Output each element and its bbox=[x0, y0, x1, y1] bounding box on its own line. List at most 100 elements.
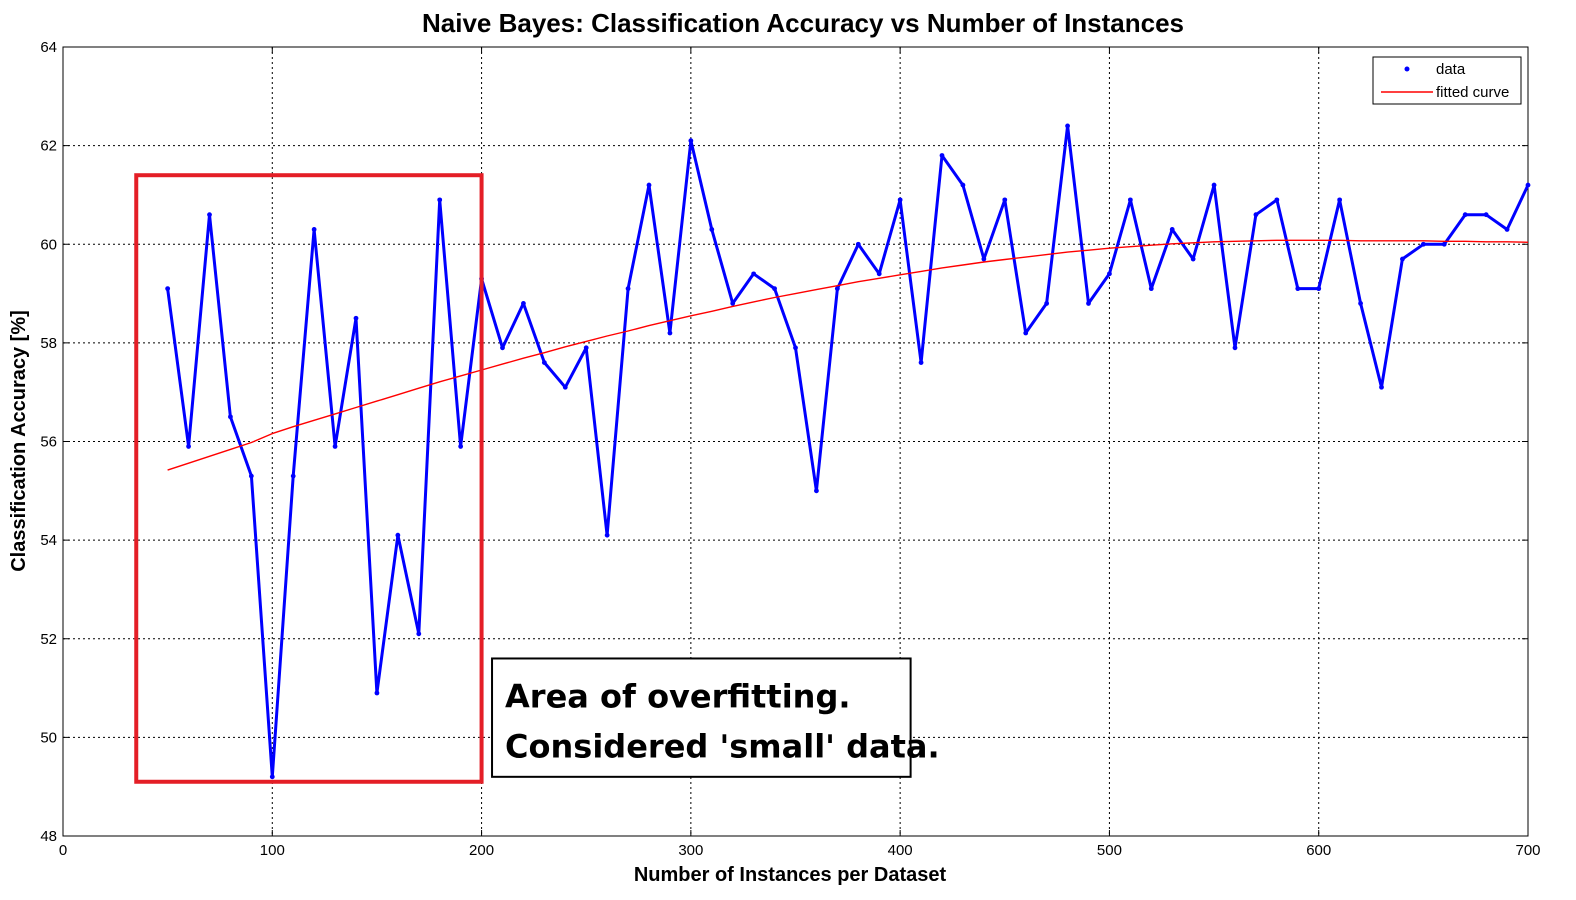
data-point bbox=[1232, 345, 1238, 351]
data-point bbox=[1420, 241, 1426, 247]
data-point bbox=[625, 286, 631, 292]
data-point bbox=[604, 532, 610, 538]
data-point bbox=[1107, 271, 1112, 277]
data-point bbox=[228, 414, 233, 420]
data-point bbox=[1127, 197, 1133, 203]
data-point bbox=[751, 271, 757, 277]
data-point bbox=[1253, 212, 1259, 218]
y-tick-label: 60 bbox=[40, 236, 57, 253]
y-tick-label: 52 bbox=[40, 631, 57, 648]
annotations: Area of overfitting. Considered 'small' d… bbox=[134, 173, 940, 784]
data-point bbox=[1525, 182, 1531, 188]
data-point bbox=[1358, 301, 1363, 306]
x-tick-label: 300 bbox=[678, 842, 703, 859]
data-point bbox=[207, 212, 212, 218]
data-point bbox=[1211, 182, 1217, 188]
data-point bbox=[1002, 197, 1008, 203]
data-point bbox=[918, 360, 924, 365]
data-point bbox=[939, 153, 945, 158]
data-point bbox=[186, 444, 191, 449]
data-point bbox=[1441, 241, 1447, 247]
data-point bbox=[562, 384, 568, 390]
x-tick-label: 400 bbox=[888, 842, 913, 859]
data-point bbox=[1169, 227, 1175, 232]
data-point bbox=[897, 197, 903, 203]
data-point bbox=[667, 330, 673, 336]
data-point bbox=[458, 444, 464, 449]
data-point bbox=[165, 286, 171, 292]
data-point bbox=[1379, 384, 1384, 390]
data-point bbox=[290, 473, 296, 479]
annotation-text-line: Considered 'small' data. bbox=[505, 727, 940, 765]
data-point bbox=[1023, 330, 1029, 336]
annotation-box bbox=[491, 657, 912, 778]
data-point bbox=[876, 271, 882, 277]
x-tick-label: 200 bbox=[469, 842, 494, 859]
data-series-line bbox=[166, 124, 1530, 779]
data-point bbox=[500, 345, 505, 351]
x-tick-label: 100 bbox=[260, 842, 285, 859]
data-point bbox=[981, 256, 987, 262]
legend-data-label: data bbox=[1436, 61, 1466, 78]
data-point bbox=[416, 631, 422, 637]
data-point bbox=[1044, 301, 1050, 306]
data-point bbox=[395, 532, 401, 538]
data-point bbox=[1148, 286, 1154, 292]
legend: data fitted curve bbox=[1372, 56, 1522, 105]
data-point bbox=[1462, 212, 1468, 218]
data-point bbox=[269, 774, 275, 780]
data-point bbox=[709, 227, 715, 232]
data-point bbox=[1065, 123, 1070, 129]
data-point bbox=[332, 444, 338, 449]
chart-title: Naive Bayes: Classification Accuracy vs … bbox=[422, 8, 1184, 38]
x-axis-label: Number of Instances per Dataset bbox=[634, 864, 947, 886]
data-point bbox=[248, 473, 254, 479]
y-axis-label: Classification Accuracy [%] bbox=[8, 310, 30, 572]
data-point bbox=[1400, 256, 1405, 262]
y-tick-label: 54 bbox=[40, 532, 57, 549]
data-point bbox=[1504, 227, 1510, 232]
legend-data-marker bbox=[1404, 66, 1410, 72]
overfitting-highlight-box bbox=[134, 173, 484, 784]
data-point bbox=[311, 227, 317, 232]
grid bbox=[63, 47, 1528, 836]
x-tick-label: 700 bbox=[1515, 842, 1540, 859]
y-tick-label: 48 bbox=[40, 828, 57, 845]
y-tick-label: 50 bbox=[40, 729, 57, 746]
data-point bbox=[960, 182, 966, 188]
x-tick-label: 600 bbox=[1306, 842, 1331, 859]
data-point bbox=[353, 315, 359, 321]
fitted-curve-series-line bbox=[167, 239, 1529, 471]
data-point bbox=[437, 197, 443, 203]
data-point bbox=[688, 138, 694, 144]
data-point bbox=[541, 360, 547, 365]
data-point bbox=[793, 345, 798, 351]
data-point bbox=[1274, 197, 1280, 203]
data-point bbox=[814, 488, 819, 494]
data-point bbox=[772, 286, 777, 292]
series bbox=[165, 123, 1531, 780]
y-tick-label: 58 bbox=[40, 335, 57, 352]
data-point bbox=[1295, 286, 1301, 292]
data-point bbox=[730, 301, 736, 306]
data-point bbox=[521, 301, 526, 306]
data-point bbox=[374, 690, 380, 696]
data-point bbox=[1086, 301, 1091, 306]
y-tick-label: 64 bbox=[40, 39, 57, 56]
annotation-text-line: Area of overfitting. bbox=[505, 677, 850, 715]
data-point bbox=[834, 286, 840, 292]
data-point bbox=[855, 241, 861, 247]
data-point bbox=[1483, 212, 1489, 218]
legend-box bbox=[1372, 56, 1522, 105]
data-point bbox=[1316, 286, 1322, 292]
x-tick-label: 500 bbox=[1097, 842, 1122, 859]
x-tick-label: 0 bbox=[59, 842, 67, 859]
data-point bbox=[646, 182, 652, 188]
y-tick-label: 56 bbox=[40, 434, 57, 451]
y-tick-label: 62 bbox=[40, 138, 57, 155]
data-point bbox=[583, 345, 589, 351]
axis-ticks: 0 100 200 300 400 500 600 700 48 50 52 54 56 58 60 62 64 bbox=[40, 39, 1540, 859]
data-point bbox=[1190, 256, 1196, 262]
data-point bbox=[1337, 197, 1343, 203]
